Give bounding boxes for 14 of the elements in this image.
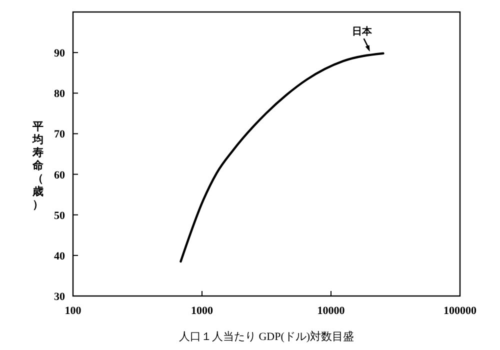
y-tick-label: 60 [54,169,66,182]
y-tick-label: 40 [54,250,66,262]
y-tick-label: 50 [54,210,66,222]
x-tick-label: 100000 [444,305,477,317]
y-tick-label: 80 [54,88,66,100]
x-axis-title: 人口１人当たり GDP(ドル)対数目盛 [178,330,354,343]
y-tick-label: 90 [54,48,66,60]
x-tick-label: 100 [64,305,82,317]
x-tick-label: 10000 [317,305,346,317]
annotation: 日本 [352,26,373,38]
y-axis-title: 平均寿命（歳） [32,121,44,211]
y-tick-label: 70 [54,128,66,141]
x-tick-label: 1000 [191,305,214,317]
y-tick-label: 30 [54,291,66,303]
